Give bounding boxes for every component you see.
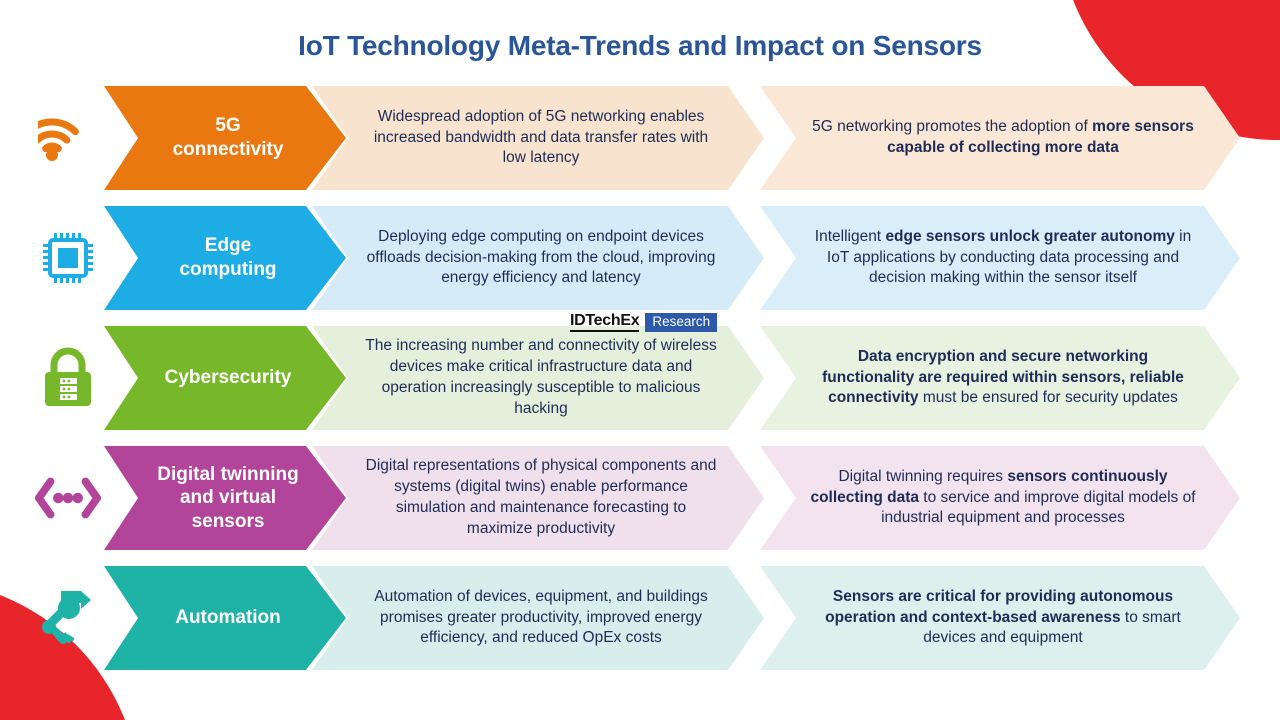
trend-impact-chevron: Digital twinning requires sensors contin… bbox=[760, 446, 1240, 550]
trend-impact-chevron: Sensors are critical for providing auton… bbox=[760, 566, 1240, 670]
page-title: IoT Technology Meta-Trends and Impact on… bbox=[298, 30, 982, 61]
trend-description-text: Deploying edge computing on endpoint dev… bbox=[366, 227, 716, 287]
trend-description-text: The increasing number and connectivity o… bbox=[365, 337, 717, 417]
trend-label-chevron: Automation bbox=[104, 566, 346, 670]
trend-impact-text: Data encryption and secure networking fu… bbox=[822, 347, 1184, 407]
idtechex-logo: IDTechEx Research bbox=[570, 312, 718, 333]
trend-label-chevron: 5G connectivity bbox=[104, 86, 346, 190]
idtechex-research-badge: Research bbox=[645, 313, 718, 333]
trend-label-text: Cybersecurity bbox=[164, 367, 292, 389]
trend-description-text: Digital representations of physical comp… bbox=[365, 457, 717, 537]
padlock-icon bbox=[34, 326, 102, 430]
trend-description-chevron: Widespread adoption of 5G networking ena… bbox=[312, 86, 764, 190]
trend-label-chevron: Digital twinning and virtual sensors bbox=[104, 446, 346, 550]
trend-row: Automation Automation of devices, equipme… bbox=[0, 566, 1280, 670]
trend-label-text: Edge computing bbox=[179, 235, 277, 280]
trend-description-chevron: The increasing number and connectivity o… bbox=[312, 326, 764, 430]
trend-label-text: 5G connectivity bbox=[172, 115, 284, 160]
trend-label-text: Digital twinning and virtual sensors bbox=[157, 463, 299, 532]
trend-row: Edge computing Deploying edge computing on… bbox=[0, 206, 1280, 310]
trend-impact-chevron: Data encryption and secure networking fu… bbox=[760, 326, 1240, 430]
trend-description-chevron: Automation of devices, equipment, and bu… bbox=[312, 566, 764, 670]
trend-impact-chevron: 5G networking promotes the adoption of m… bbox=[760, 86, 1240, 190]
cpu-chip-icon bbox=[34, 206, 102, 310]
trend-label-chevron: Cybersecurity bbox=[104, 326, 346, 430]
trend-rows: 5G connectivity Widespread adoption of 5G … bbox=[0, 86, 1280, 686]
trend-description-chevron: Digital representations of physical comp… bbox=[312, 446, 764, 550]
wifi-signal-icon bbox=[34, 86, 102, 190]
trend-impact-text: Sensors are critical for providing auton… bbox=[825, 587, 1181, 647]
trend-label-text: Automation bbox=[175, 607, 281, 629]
trend-row: Cybersecurity The increasing number and c… bbox=[0, 326, 1280, 430]
trend-description-text: Widespread adoption of 5G networking ena… bbox=[373, 107, 709, 167]
trend-impact-text: Digital twinning requires sensors contin… bbox=[810, 467, 1196, 527]
code-brackets-dots-icon bbox=[34, 446, 102, 550]
robot-arm-icon bbox=[34, 566, 102, 670]
trend-row: Digital twinning and virtual sensors Digita… bbox=[0, 446, 1280, 550]
trend-label-chevron: Edge computing bbox=[104, 206, 346, 310]
trend-row: 5G connectivity Widespread adoption of 5G … bbox=[0, 86, 1280, 190]
trend-impact-text: 5G networking promotes the adoption of m… bbox=[812, 118, 1194, 156]
trend-description-text: Automation of devices, equipment, and bu… bbox=[374, 587, 708, 647]
idtechex-wordmark: IDTechEx bbox=[570, 312, 640, 332]
trend-impact-chevron: Intelligent edge sensors unlock greater … bbox=[760, 206, 1240, 310]
trend-description-chevron: Deploying edge computing on endpoint dev… bbox=[312, 206, 764, 310]
trend-impact-text: Intelligent edge sensors unlock greater … bbox=[814, 227, 1192, 287]
